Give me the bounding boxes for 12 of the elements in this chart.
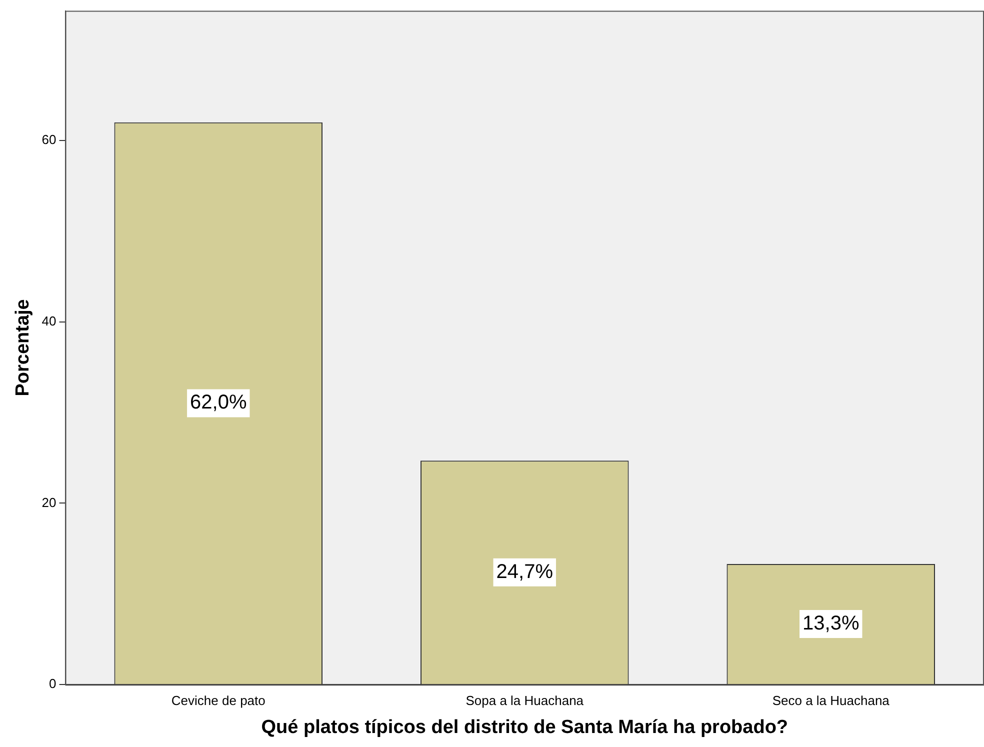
x-tick-label: Sopa a la Huachana (466, 692, 584, 708)
x-tick-label: Seco a la Huachana (772, 692, 890, 708)
data-label: 13,3% (802, 612, 860, 635)
y-tick-label: 40 (42, 313, 56, 328)
x-tick-label: Ceviche de pato (171, 692, 266, 708)
y-axis-title: Porcentaje (12, 299, 34, 396)
y-tick-label: 20 (42, 494, 56, 510)
y-tick-label: 60 (42, 132, 56, 148)
data-label: 24,7% (496, 560, 554, 583)
y-tick-label: 0 (49, 676, 56, 692)
x-axis-title: Qué platos típicos del distrito de Santa María ha probado? (261, 716, 788, 738)
data-label: 62,0% (190, 392, 247, 414)
